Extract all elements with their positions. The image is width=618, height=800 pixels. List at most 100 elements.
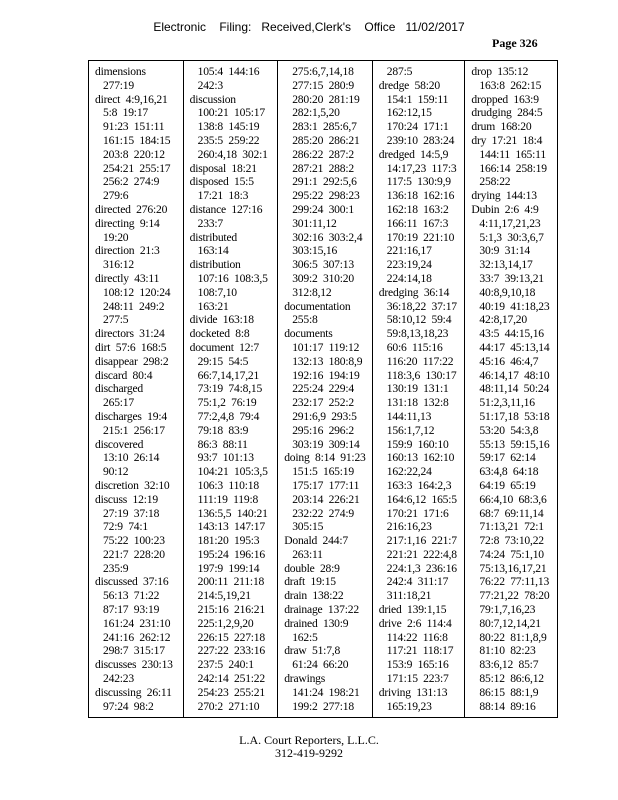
index-refs-continuation: 87:17 93:19 — [103, 603, 160, 617]
index-term: directly — [95, 271, 129, 285]
index-refs-continuation: 254:23 255:21 — [197, 685, 266, 699]
index-refs-continuation: 32:13,14,17 — [479, 258, 533, 272]
index-refs: 131:13 — [416, 685, 448, 699]
index-refs: 137:22 — [327, 603, 359, 617]
index-refs-continuation: 162:18 163:2 — [386, 202, 449, 216]
index-refs-continuation: 254:21 255:17 — [103, 161, 171, 175]
index-refs-continuation: 51:2,3,11,16 — [479, 396, 535, 410]
index-column: 275:6,7,14,18 277:15 280:9 280:20 281:19 28… — [277, 61, 372, 717]
index-refs-continuation: 117:21 118:17 — [386, 644, 454, 658]
index-column: drop 135:12 163:8 262:15 dropped 163:9 drud… — [464, 61, 557, 717]
index-term: dried — [378, 603, 402, 617]
index-refs-continuation: 163:3 164:2,3 — [386, 478, 452, 492]
index-refs-continuation: 33:7 39:13,21 — [479, 271, 544, 285]
index-refs-continuation: 30:9 31:14 — [479, 244, 531, 258]
index-refs: 57:6 168:5 — [115, 340, 167, 354]
index-refs-continuation: 100:21 105:17 — [197, 106, 266, 120]
index-refs-continuation: 286:22 287:2 — [292, 147, 354, 161]
index-refs-continuation: 58:10,12 59:4 — [386, 313, 452, 327]
index-refs-continuation: 107:16 108:3,5 — [197, 271, 268, 285]
index-refs-continuation: 97:24 98:2 — [103, 699, 154, 713]
index-refs-continuation: 192:16 194:19 — [292, 368, 360, 382]
index-refs-continuation: 14:17,23 117:3 — [386, 161, 457, 175]
index-term: draw — [284, 644, 307, 658]
index-refs-continuation: 280:20 281:19 — [292, 92, 360, 106]
index-refs-continuation: 75:22 100:23 — [103, 534, 165, 548]
index-entry-heading: directors 31:24 — [95, 327, 183, 341]
index-refs-continuation: 203:8 220:12 — [103, 147, 165, 161]
index-term: discharged — [95, 382, 144, 396]
index-refs-continuation: 159:9 160:10 — [386, 437, 449, 451]
index-entry-heading: documents — [284, 327, 372, 341]
index-refs: 43:11 — [134, 271, 160, 285]
index-refs-continuation: 64:19 65:19 — [479, 478, 536, 492]
index-term: directed — [95, 202, 131, 216]
index-term: disposed — [189, 175, 229, 189]
index-term: drained — [284, 616, 318, 630]
index-refs-continuation: 291:6,9 293:5 — [292, 409, 357, 423]
index-term: discovered — [95, 437, 144, 451]
index-entry-heading: drainage 137:22 — [284, 603, 372, 617]
index-refs-continuation: 233:7 — [197, 216, 224, 230]
index-refs-continuation: 223:19,24 — [386, 258, 432, 272]
index-refs-continuation: 156:1,7,12 — [386, 423, 435, 437]
index-entry-heading: drawings — [284, 672, 372, 686]
index-term: dimensions — [95, 65, 146, 78]
index-refs-continuation: 195:24 196:16 — [197, 547, 266, 561]
index-refs-continuation: 66:7,14,17,21 — [197, 368, 260, 382]
footer: L.A. Court Reporters, L.L.C. 312-419-929… — [0, 734, 618, 760]
index-refs-continuation: 287:5 — [386, 65, 413, 78]
index-refs-continuation: 59:8,13,18,23 — [386, 327, 449, 341]
index-refs-continuation: 138:8 145:19 — [197, 120, 260, 134]
index-refs-continuation: 237:5 240:1 — [197, 658, 254, 672]
index-refs-continuation: 141:24 198:21 — [292, 685, 360, 699]
index-refs-continuation: 161:15 184:15 — [103, 133, 171, 147]
index-refs-continuation: 242:4 311:17 — [386, 575, 449, 589]
index-refs-continuation: 225:24 229:4 — [292, 382, 354, 396]
index-refs-continuation: 46:14,17 48:10 — [479, 368, 550, 382]
index-refs-continuation: 68:7 69:11,14 — [479, 506, 544, 520]
index-refs-continuation: 27:19 37:18 — [103, 506, 160, 520]
index-refs: 4:9,16,21 — [125, 92, 168, 106]
index-refs-continuation: 136:18 162:16 — [386, 189, 455, 203]
index-refs-continuation: 74:24 75:1,10 — [479, 547, 544, 561]
index-refs-continuation: 232:22 274:9 — [292, 506, 354, 520]
index-refs-continuation: 311:18,21 — [386, 589, 432, 603]
index-refs: 15:5 — [233, 175, 254, 189]
index-refs-continuation: 163:14 — [197, 244, 229, 258]
index-refs-continuation: 263:11 — [292, 547, 323, 561]
index-refs-continuation: 215:1 256:17 — [103, 423, 165, 437]
index-refs-continuation: 306:5 307:13 — [292, 258, 354, 272]
index-refs: 230:13 — [141, 658, 173, 672]
index-term: distribution — [189, 258, 241, 272]
index-refs: 163:9 — [513, 92, 539, 106]
index-refs: 2:6 4:9 — [504, 202, 539, 216]
index-term: draft — [284, 575, 306, 589]
index-refs-continuation: 53:20 54:3,8 — [479, 423, 539, 437]
index-refs-continuation: 256:2 274:9 — [103, 175, 160, 189]
index-refs: 130:9 — [322, 616, 349, 630]
index-refs: 14:5,9 — [420, 147, 449, 161]
index-term: double — [284, 561, 315, 575]
index-refs-continuation: 154:1 159:11 — [386, 92, 449, 106]
index-entry-heading: dredging 36:14 — [379, 286, 465, 300]
index-refs-continuation: 66:4,10 68:3,6 — [479, 492, 547, 506]
index-entry-heading: distance 127:16 — [190, 203, 278, 217]
index-entry-heading: discharges 19:4 — [95, 410, 183, 424]
word-index-table: dimensions 277:19 direct 4:9,16,21 5:8 19:1… — [88, 60, 558, 718]
index-refs-continuation: 91:23 151:11 — [103, 120, 165, 134]
index-refs: 58:20 — [414, 78, 441, 92]
index-refs-continuation: 114:22 116:8 — [386, 630, 448, 644]
index-term: discretion — [95, 478, 139, 492]
index-refs-continuation: 51:17,18 53:18 — [479, 409, 550, 423]
index-entry-heading: disposal 18:21 — [190, 162, 278, 176]
index-refs-continuation: 101:17 119:12 — [292, 340, 360, 354]
index-entry-heading: distributed — [190, 231, 278, 245]
index-entry-heading: Dubin 2:6 4:9 — [471, 203, 557, 217]
index-refs-continuation: 61:24 66:20 — [292, 658, 349, 672]
index-entry-heading: direction 21:3 — [95, 244, 183, 258]
index-refs-continuation: 81:10 82:23 — [479, 644, 536, 658]
index-entry-heading: draw 51:7,8 — [284, 644, 372, 658]
index-refs: 26:11 — [146, 685, 172, 699]
index-refs-continuation: 56:13 71:22 — [103, 589, 160, 603]
